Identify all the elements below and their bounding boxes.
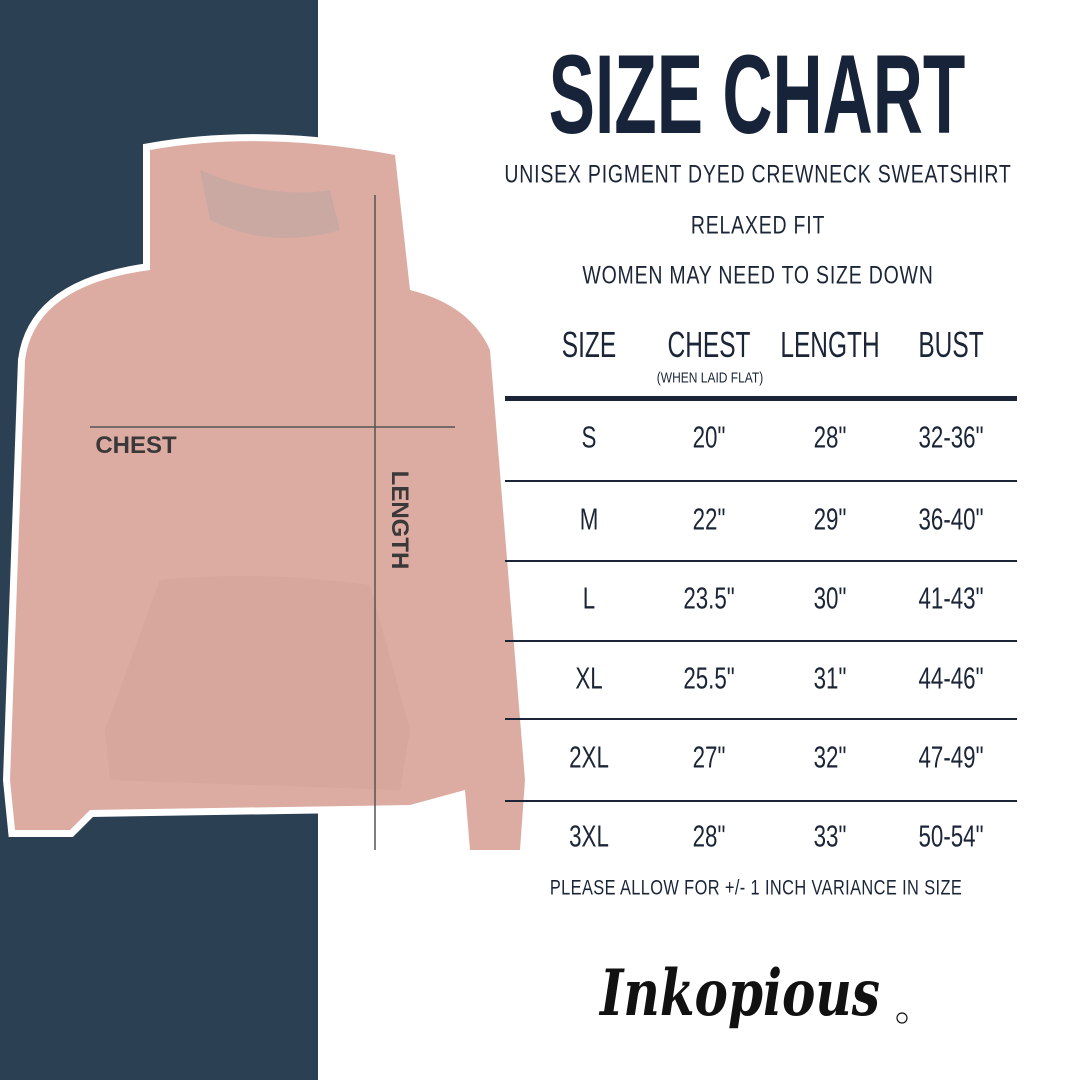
inkopious-logo: Inkopious [598,956,908,1031]
cell-chest: 27" [692,739,726,775]
cell-length: 31" [813,660,847,696]
row-divider [505,800,1017,802]
fit-text: RELAXED FIT [690,211,826,240]
header-bust: BUST [918,324,984,365]
cell-bust: 44-46" [918,660,984,696]
row-divider [505,718,1017,720]
variance-note: PLEASE ALLOW FOR +/- 1 INCH VARIANCE IN … [549,876,963,900]
chest-measure-label: CHEST [95,432,177,459]
cell-size: 3XL [569,818,609,854]
row-divider [505,560,1017,562]
cell-bust: 41-43" [918,580,984,616]
cell-bust: 50-54" [918,818,984,854]
cell-size: 2XL [569,739,609,775]
cell-size: M [579,501,599,537]
cell-length: 28" [813,419,847,455]
cell-bust: 47-49" [918,739,984,775]
cell-length: 29" [813,501,847,537]
header-divider [505,396,1017,401]
cell-length: 33" [813,818,847,854]
chest-note: (WHEN LAID FLAT) [656,369,764,387]
sizing-advice: WOMEN MAY NEED TO SIZE DOWN [582,261,934,290]
header-length: LENGTH [780,324,880,365]
hoodie-image [2,134,533,857]
row-divider [505,480,1017,482]
logo-wordmark: Inkopious [598,956,880,1031]
cell-bust: 36-40" [918,501,984,537]
header-chest: CHEST [667,324,751,365]
cell-chest: 20" [692,419,726,455]
header-size: SIZE [561,324,617,365]
cell-size: L [582,580,596,616]
cell-bust: 32-36" [918,419,984,455]
cell-length: 32" [813,739,847,775]
cell-length: 30" [813,580,847,616]
cell-chest: 25.5" [683,660,735,696]
registered-mark-icon [896,1012,908,1024]
cell-chest: 28" [692,818,726,854]
product-name: UNISEX PIGMENT DYED CREWNECK SWEATSHIRT [504,160,1012,189]
row-divider [505,640,1017,642]
cell-size: S [581,419,597,455]
cell-chest: 22" [692,501,726,537]
cell-size: XL [575,660,603,696]
page-title: SIZE CHART [548,32,966,157]
length-measure-label: LENGTH [386,470,413,570]
cell-chest: 23.5" [683,580,735,616]
